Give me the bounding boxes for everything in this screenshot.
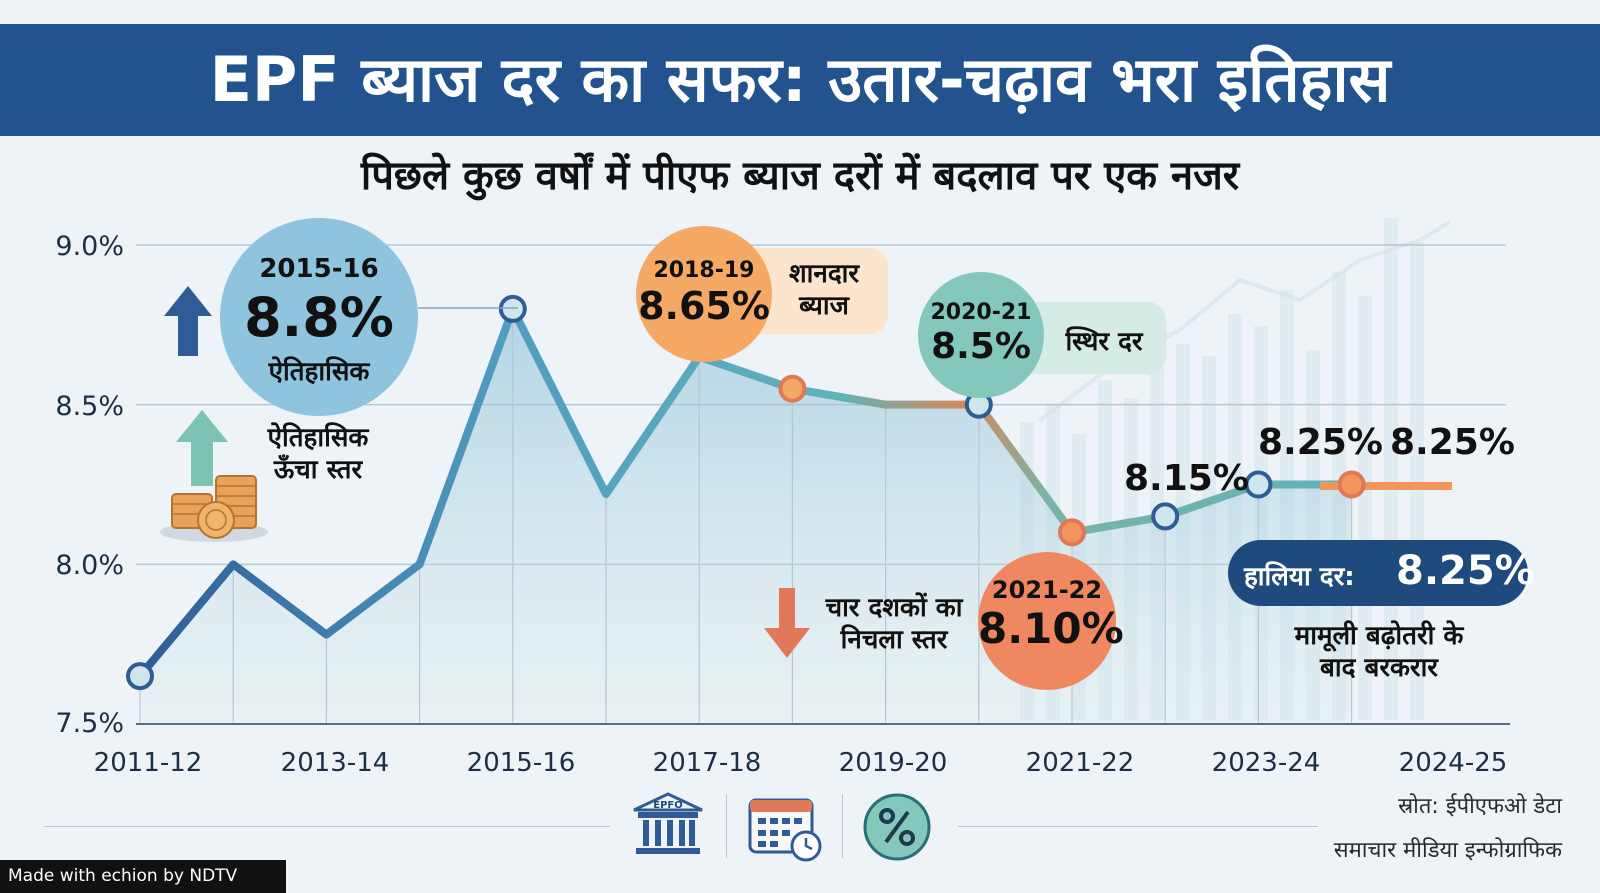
- note-2018-19: शानदार ब्याज: [788, 259, 860, 321]
- bank-building-icon: EPFO: [633, 792, 703, 854]
- low-note: चार दशकों का निचला स्तर: [825, 593, 963, 655]
- value-label-2023-24: 8.25%: [1258, 422, 1383, 463]
- note-2020-21: स्थिर दर: [1065, 327, 1143, 357]
- arrow-up-icon: [164, 286, 212, 356]
- callout-2018-19: 2018-19 8.65%: [636, 226, 772, 362]
- decorative-bar: [1358, 296, 1372, 720]
- data-points: [126, 294, 1366, 691]
- current-rate-value: 8.25%: [1396, 548, 1535, 594]
- percent-icon: [863, 793, 931, 861]
- page-title: EPF ब्याज दर का सफर: उतार-चढ़ाव भरा इतिह…: [209, 43, 1391, 116]
- calendar-clock-icon: [748, 798, 822, 862]
- coins-icon: [160, 475, 268, 542]
- data-point-2022-23: [1151, 502, 1180, 531]
- watermark[interactable]: Made with echion by NDTV: [0, 860, 286, 893]
- series-line: [136, 304, 1356, 681]
- callout-2021-22: 2021-22 8.10%: [978, 552, 1124, 690]
- year-2018-19: 2018-19: [653, 258, 755, 283]
- footer-divider-left: [44, 826, 610, 827]
- data-point-2018-19: [778, 374, 807, 403]
- x-tick-label: 2023-24: [1211, 748, 1321, 778]
- data-point-2023-24: [1244, 470, 1273, 499]
- value-2021-22: 8.10%: [978, 604, 1124, 653]
- data-point-2015-16: [498, 294, 527, 323]
- y-tick-label: 8.5%: [55, 391, 124, 422]
- connector-line: [418, 307, 518, 309]
- x-tick-label: 2015-16: [466, 748, 576, 778]
- value-2018-19: 8.65%: [638, 284, 770, 328]
- current-rate-note: मामूली बढ़ोतरी के बाद बरकरार: [1294, 621, 1464, 683]
- footer-divider-right: [958, 826, 1318, 827]
- footer-separator: [842, 794, 843, 858]
- peak-note: ऐतिहासिक: [268, 357, 370, 387]
- value-2020-21: 8.5%: [931, 326, 1031, 367]
- data-point-2011-12: [126, 662, 154, 691]
- peak-year: 2015-16: [259, 254, 379, 284]
- year-2021-22: 2021-22: [991, 576, 1103, 604]
- current-rate-pill: हालिया दर: 8.25%: [1228, 540, 1535, 606]
- year-2020-21: 2020-21: [930, 300, 1032, 325]
- value-label-2024-25: 8.25%: [1390, 422, 1515, 463]
- arrow-up-icon: [176, 410, 228, 486]
- x-tick-label: 2011-12: [93, 748, 203, 778]
- y-tick-label: 7.5%: [55, 708, 124, 739]
- peak-value: 8.8%: [244, 286, 394, 349]
- x-tick-label: 2013-14: [280, 748, 390, 778]
- epfo-icon-text: EPFO: [653, 800, 683, 811]
- x-tick-label: 2024-25: [1398, 748, 1508, 778]
- chart-drop-lines: [139, 308, 1353, 724]
- page-subtitle: पिछले कुछ वर्षों में पीएफ ब्याज दरों में…: [360, 153, 1240, 199]
- x-tick-label: 2019-20: [838, 748, 948, 778]
- data-point-2024-25: [1337, 470, 1366, 499]
- credit-text: समाचार मीडिया इन्फोग्राफिक: [1333, 838, 1562, 863]
- peak-callout: 2015-16 8.8% ऐतिहासिक: [220, 218, 418, 416]
- y-tick-label: 8.0%: [55, 550, 124, 581]
- callout-2020-21: 2020-21 8.5%: [918, 272, 1044, 398]
- y-tick-label: 9.0%: [55, 231, 124, 262]
- title-bar: [0, 24, 1600, 136]
- x-tick-label: 2017-18: [652, 748, 762, 778]
- footer-separator: [726, 794, 727, 858]
- value-label-2022-23: 8.15%: [1124, 458, 1249, 499]
- x-tick-label: 2021-22: [1025, 748, 1135, 778]
- data-point-2021-22: [1058, 518, 1086, 547]
- historic-high-label: ऐतिहासिक ऊँचा स्तर: [267, 423, 369, 485]
- source-text: स्रोत: ईपीएफओ डेटा: [1398, 794, 1562, 819]
- arrow-down-icon: [764, 588, 810, 658]
- current-rate-label: हालिया दर:: [1244, 562, 1355, 592]
